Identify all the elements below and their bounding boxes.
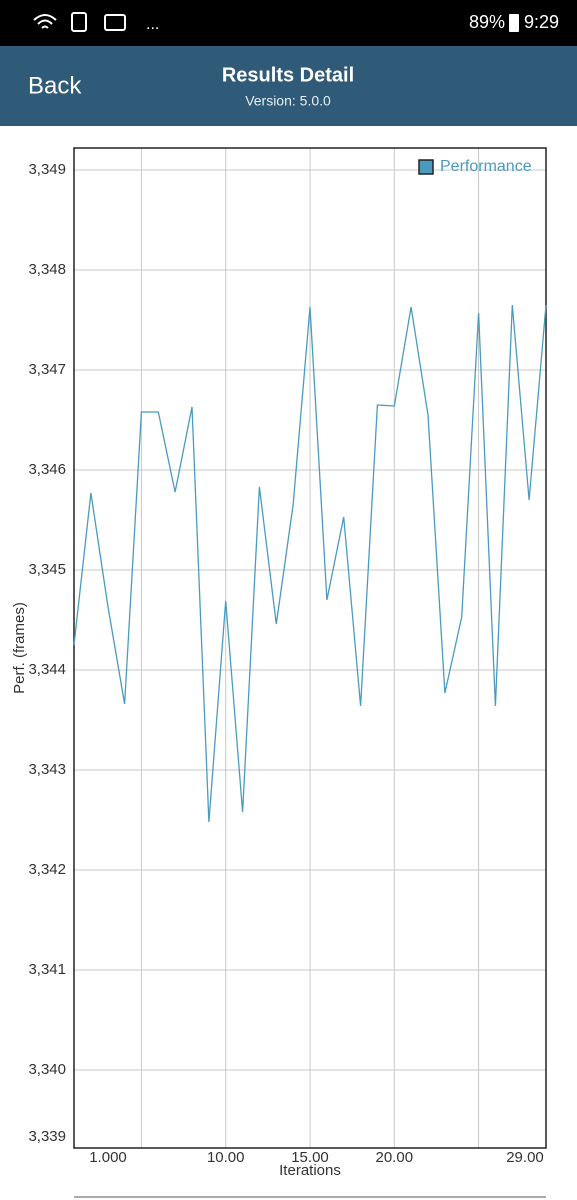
legend-label: Performance xyxy=(440,158,532,175)
x-tick-label: 15.00 xyxy=(291,1149,329,1166)
x-tick-label: 20.00 xyxy=(376,1149,414,1166)
y-tick-label: 3,342 xyxy=(28,861,66,878)
x-axis-title: Iterations xyxy=(279,1162,341,1179)
plot-frame xyxy=(73,147,547,1149)
y-tick-label: 3,348 xyxy=(28,261,66,278)
battery-level: 89% xyxy=(469,12,505,32)
screen-title: Results Detail xyxy=(222,64,354,86)
y-tick-label: 3,341 xyxy=(28,961,66,978)
data-line xyxy=(73,304,547,823)
app-header xyxy=(0,46,577,126)
x-tick-label: 29.00 xyxy=(506,1149,544,1166)
y-tick-label: 3,346 xyxy=(28,461,66,478)
status-icons xyxy=(33,12,126,32)
clock: 9:29 xyxy=(524,12,559,32)
y-tick-label: 3,345 xyxy=(28,561,66,578)
y-tick-label: 3,340 xyxy=(28,1061,66,1078)
y-tick-label: 3,349 xyxy=(28,161,66,178)
y-tick-label: 3,339 xyxy=(28,1128,66,1145)
status-bar xyxy=(0,0,577,46)
y-tick-label: 3,344 xyxy=(28,661,66,678)
y-tick-label: 3,347 xyxy=(28,361,66,378)
x-tick-label: 1.000 xyxy=(89,1149,127,1166)
legend-swatch xyxy=(418,159,434,175)
y-axis-title: Perf. (frames) xyxy=(11,602,28,694)
y-tick-label: 3,343 xyxy=(28,761,66,778)
screen-subtitle: Version: 5.0.0 xyxy=(245,93,331,109)
x-tick-label: 10.00 xyxy=(207,1149,245,1166)
status-overflow: ... xyxy=(146,16,159,33)
battery-icon xyxy=(509,14,519,32)
back-button[interactable]: Back xyxy=(28,72,82,99)
